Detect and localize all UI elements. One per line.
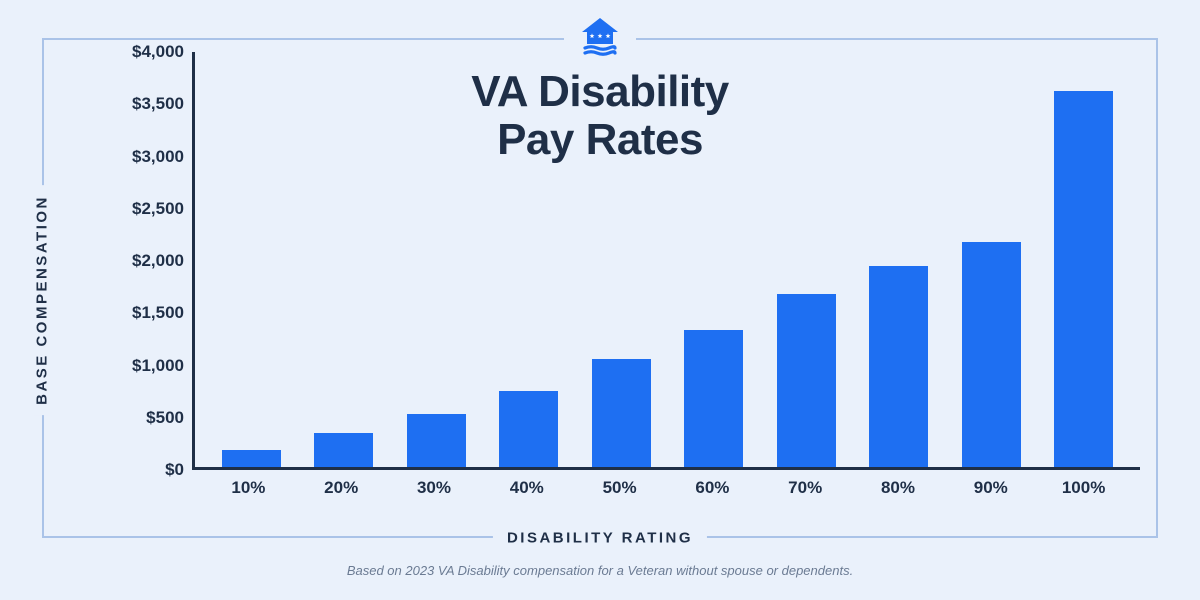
bar-slot bbox=[945, 52, 1038, 467]
y-tick-label: $4,000 bbox=[132, 42, 184, 62]
x-tick-label: 60% bbox=[666, 470, 759, 500]
bars-container bbox=[195, 52, 1140, 467]
x-tick-label: 50% bbox=[573, 470, 666, 500]
bar-slot bbox=[760, 52, 853, 467]
x-tick-label: 10% bbox=[202, 470, 295, 500]
x-axis-label-container: DISABILITY RATING bbox=[493, 530, 707, 547]
bar-slot bbox=[205, 52, 298, 467]
bar bbox=[314, 433, 373, 467]
x-tick-label: 80% bbox=[852, 470, 945, 500]
x-tick-label: 30% bbox=[388, 470, 481, 500]
bar-slot bbox=[575, 52, 668, 467]
y-tick-label: $1,000 bbox=[132, 356, 184, 376]
bar-slot bbox=[668, 52, 761, 467]
bar bbox=[777, 294, 836, 467]
bar bbox=[499, 391, 558, 467]
y-tick-label: $500 bbox=[146, 408, 184, 428]
x-tick-label: 40% bbox=[480, 470, 573, 500]
bar bbox=[592, 359, 651, 467]
bar-slot bbox=[298, 52, 391, 467]
plot-inner bbox=[192, 52, 1140, 470]
bar-slot bbox=[390, 52, 483, 467]
x-tick-label: 100% bbox=[1037, 470, 1130, 500]
bar bbox=[962, 242, 1021, 467]
y-axis-label-container: BASE COMPENSATION bbox=[34, 185, 51, 415]
y-tick-label: $2,000 bbox=[132, 251, 184, 271]
y-tick-label: $3,000 bbox=[132, 147, 184, 167]
bar bbox=[222, 450, 281, 467]
bar bbox=[869, 266, 928, 467]
y-ticks: $0$500$1,000$1,500$2,000$2,500$3,000$3,5… bbox=[120, 52, 184, 470]
bar-slot bbox=[483, 52, 576, 467]
bar bbox=[1054, 91, 1113, 467]
y-tick-label: $1,500 bbox=[132, 303, 184, 323]
x-tick-label: 20% bbox=[295, 470, 388, 500]
y-tick-label: $3,500 bbox=[132, 94, 184, 114]
y-tick-label: $2,500 bbox=[132, 199, 184, 219]
bar-slot bbox=[1038, 52, 1131, 467]
y-axis-label: BASE COMPENSATION bbox=[34, 195, 51, 405]
bar bbox=[684, 330, 743, 467]
bar-slot bbox=[853, 52, 946, 467]
x-tick-label: 90% bbox=[944, 470, 1037, 500]
y-tick-label: $0 bbox=[165, 460, 184, 480]
footnote: Based on 2023 VA Disability compensation… bbox=[347, 563, 853, 578]
x-labels: 10%20%30%40%50%60%70%80%90%100% bbox=[192, 470, 1140, 500]
bar bbox=[407, 414, 466, 467]
x-tick-label: 70% bbox=[759, 470, 852, 500]
x-axis-label: DISABILITY RATING bbox=[507, 530, 693, 547]
plot-area: $0 $500 $1,000 $1,500 $2,000 $2,500 $3,000 $3,5… bbox=[120, 52, 1140, 500]
